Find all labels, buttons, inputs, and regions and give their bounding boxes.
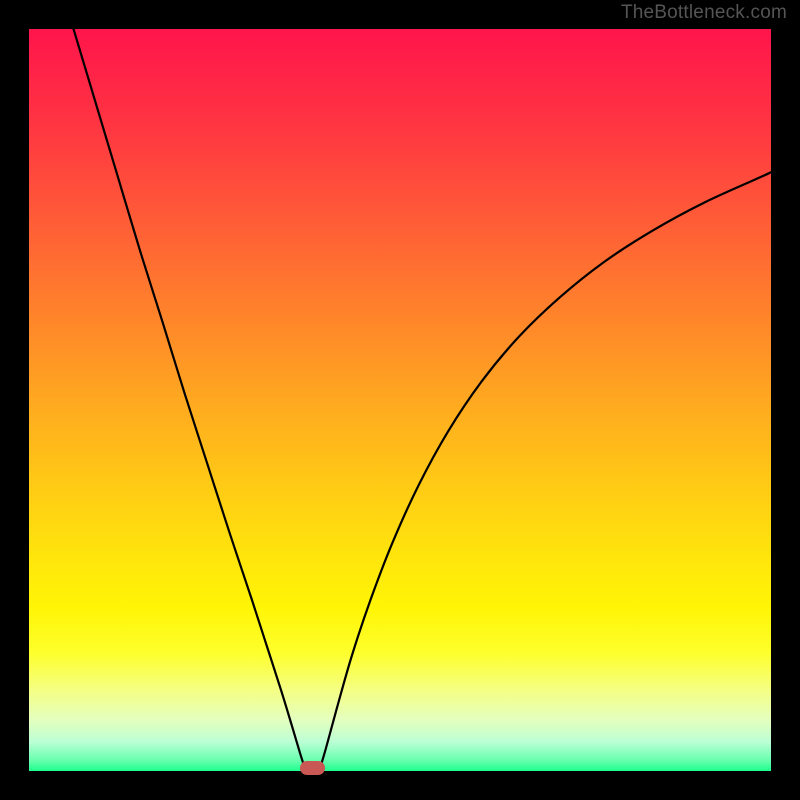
- plot-area: [29, 29, 771, 771]
- curve-right-branch: [320, 172, 771, 769]
- optimum-marker: [300, 761, 325, 774]
- watermark-text: TheBottleneck.com: [621, 2, 787, 24]
- chart-frame: TheBottleneck.com: [0, 0, 800, 800]
- bottleneck-curve: [29, 29, 771, 771]
- curve-left-branch: [74, 29, 305, 769]
